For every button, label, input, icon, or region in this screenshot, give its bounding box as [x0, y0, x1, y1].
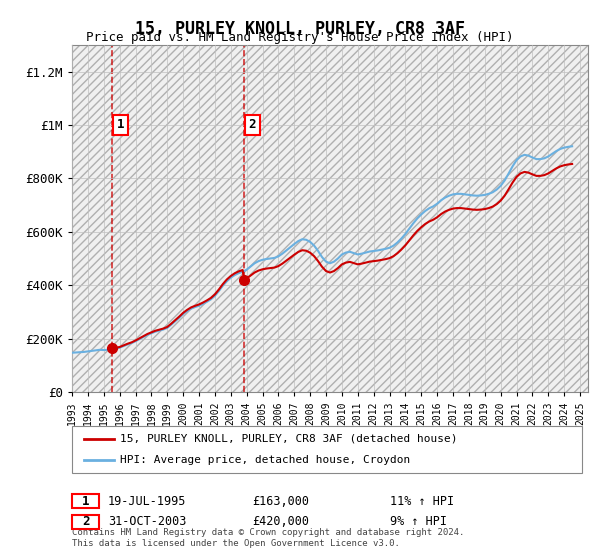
Text: 15, PURLEY KNOLL, PURLEY, CR8 3AF: 15, PURLEY KNOLL, PURLEY, CR8 3AF	[135, 20, 465, 38]
Text: £420,000: £420,000	[252, 515, 309, 529]
Text: 9% ↑ HPI: 9% ↑ HPI	[390, 515, 447, 529]
Text: 15, PURLEY KNOLL, PURLEY, CR8 3AF (detached house): 15, PURLEY KNOLL, PURLEY, CR8 3AF (detac…	[120, 434, 458, 444]
Text: £163,000: £163,000	[252, 494, 309, 508]
Text: 19-JUL-1995: 19-JUL-1995	[108, 494, 187, 508]
Text: 1: 1	[117, 118, 125, 132]
Text: Contains HM Land Registry data © Crown copyright and database right 2024.
This d: Contains HM Land Registry data © Crown c…	[72, 528, 464, 548]
Text: 11% ↑ HPI: 11% ↑ HPI	[390, 494, 454, 508]
Text: 2: 2	[82, 515, 89, 529]
Text: Price paid vs. HM Land Registry's House Price Index (HPI): Price paid vs. HM Land Registry's House …	[86, 31, 514, 44]
Text: 31-OCT-2003: 31-OCT-2003	[108, 515, 187, 529]
Text: 2: 2	[249, 118, 256, 132]
Text: HPI: Average price, detached house, Croydon: HPI: Average price, detached house, Croy…	[120, 455, 410, 465]
Text: 1: 1	[82, 494, 89, 508]
